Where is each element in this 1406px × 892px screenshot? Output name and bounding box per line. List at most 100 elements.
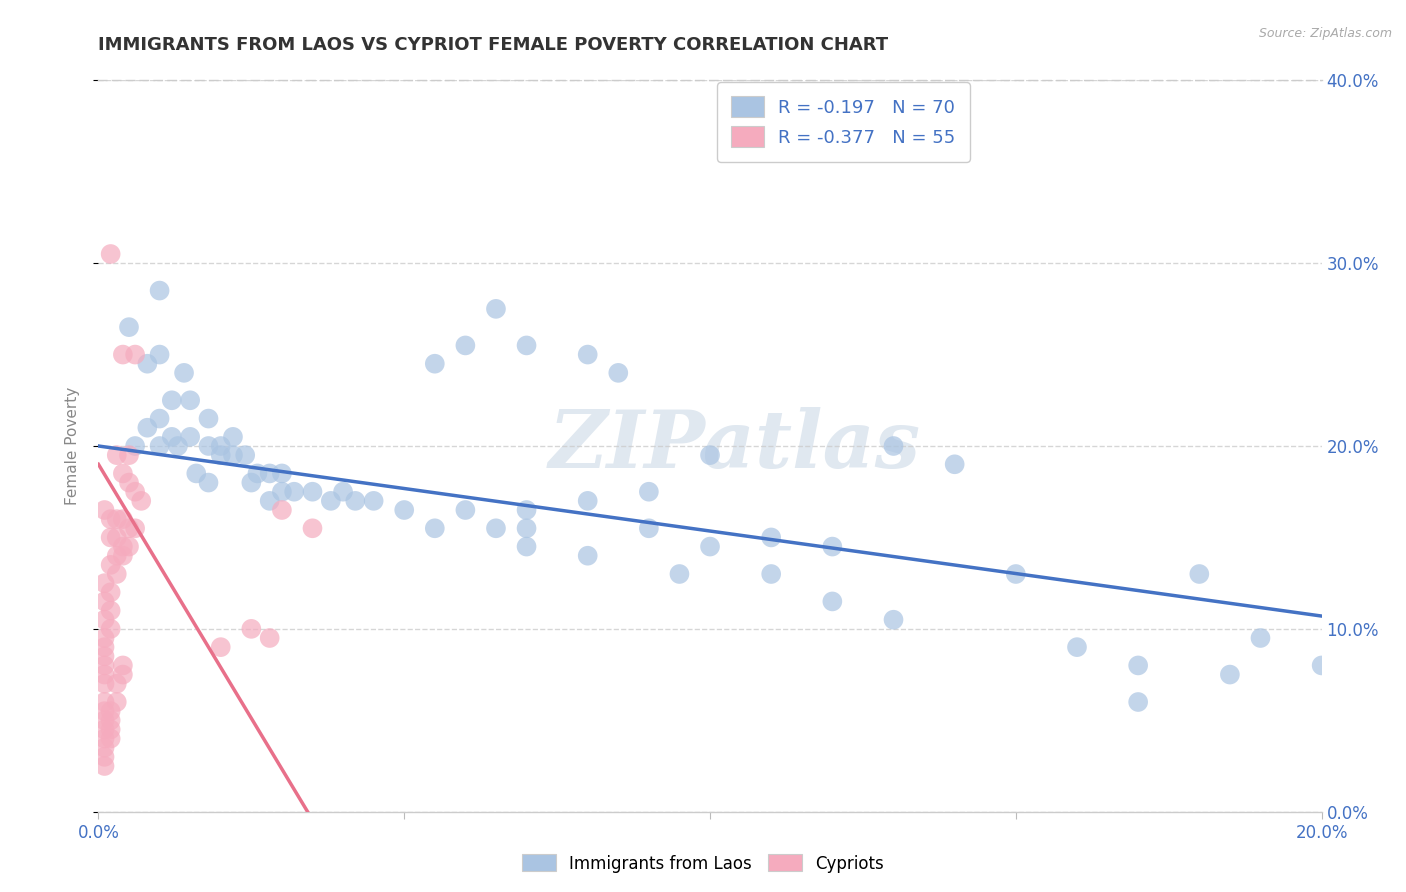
Point xyxy=(124,484,146,499)
Point xyxy=(105,695,128,709)
Point xyxy=(100,558,122,572)
Point xyxy=(160,430,183,444)
Point xyxy=(668,567,690,582)
Point xyxy=(111,512,134,526)
Point xyxy=(93,503,115,517)
Point xyxy=(100,714,122,728)
Point xyxy=(124,348,146,362)
Point xyxy=(93,649,115,664)
Point xyxy=(105,676,128,690)
Point xyxy=(485,521,508,535)
Point xyxy=(259,493,281,508)
Point xyxy=(111,667,134,681)
Point xyxy=(93,613,115,627)
Point xyxy=(197,411,219,425)
Point xyxy=(1249,631,1271,645)
Point xyxy=(100,603,122,617)
Point xyxy=(100,530,122,544)
Point xyxy=(136,357,159,371)
Point xyxy=(943,458,966,472)
Point xyxy=(270,503,292,517)
Point xyxy=(173,366,195,380)
Point xyxy=(124,439,146,453)
Point xyxy=(105,448,128,462)
Point xyxy=(759,530,782,544)
Point xyxy=(93,695,115,709)
Point xyxy=(319,493,342,508)
Point xyxy=(759,567,782,582)
Point xyxy=(93,576,115,591)
Text: ZIPatlas: ZIPatlas xyxy=(548,408,921,484)
Point xyxy=(197,439,219,453)
Point xyxy=(100,704,122,718)
Point xyxy=(105,567,128,582)
Point xyxy=(100,247,122,261)
Point xyxy=(149,284,172,298)
Point xyxy=(454,338,477,352)
Point xyxy=(93,740,115,755)
Point xyxy=(93,658,115,673)
Point xyxy=(270,484,292,499)
Point xyxy=(100,585,122,599)
Point xyxy=(167,439,190,453)
Point xyxy=(93,667,115,681)
Point xyxy=(246,467,269,481)
Point xyxy=(149,439,172,453)
Point xyxy=(100,622,122,636)
Point xyxy=(222,448,245,462)
Point xyxy=(93,749,115,764)
Point xyxy=(111,467,134,481)
Point xyxy=(233,448,256,462)
Point xyxy=(118,448,141,462)
Point xyxy=(118,475,141,490)
Point xyxy=(93,714,115,728)
Point xyxy=(105,530,128,544)
Point xyxy=(149,411,172,425)
Point xyxy=(699,540,721,554)
Point xyxy=(93,631,115,645)
Point xyxy=(149,348,172,362)
Point xyxy=(283,484,305,499)
Point xyxy=(209,640,232,655)
Point xyxy=(1188,567,1211,582)
Point xyxy=(1066,640,1088,655)
Point xyxy=(124,521,146,535)
Legend: R = -0.197   N = 70, R = -0.377   N = 55: R = -0.197 N = 70, R = -0.377 N = 55 xyxy=(717,82,970,161)
Point xyxy=(392,503,416,517)
Point xyxy=(100,731,122,746)
Point xyxy=(1128,695,1150,709)
Point xyxy=(93,731,115,746)
Point xyxy=(1219,667,1241,681)
Point xyxy=(485,301,508,316)
Point xyxy=(93,676,115,690)
Point xyxy=(301,521,323,535)
Point xyxy=(105,512,128,526)
Point xyxy=(1128,658,1150,673)
Point xyxy=(576,493,599,508)
Point xyxy=(454,503,477,517)
Point xyxy=(186,467,208,481)
Point xyxy=(821,594,844,608)
Point xyxy=(179,393,201,408)
Point xyxy=(111,540,134,554)
Point xyxy=(516,338,538,352)
Text: Source: ZipAtlas.com: Source: ZipAtlas.com xyxy=(1258,27,1392,40)
Point xyxy=(637,521,661,535)
Point xyxy=(105,549,128,563)
Point xyxy=(118,320,141,334)
Point xyxy=(118,521,141,535)
Point xyxy=(821,540,844,554)
Point xyxy=(344,493,367,508)
Point xyxy=(699,448,721,462)
Point xyxy=(259,631,281,645)
Point xyxy=(332,484,354,499)
Point xyxy=(111,348,134,362)
Point xyxy=(240,622,263,636)
Point xyxy=(93,759,115,773)
Y-axis label: Female Poverty: Female Poverty xyxy=(65,387,80,505)
Point xyxy=(93,594,115,608)
Point xyxy=(93,723,115,737)
Point xyxy=(1310,658,1333,673)
Point xyxy=(576,549,599,563)
Legend: Immigrants from Laos, Cypriots: Immigrants from Laos, Cypriots xyxy=(516,847,890,880)
